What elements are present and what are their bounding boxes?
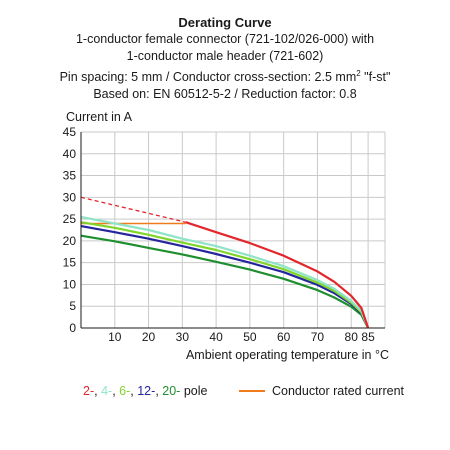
y-tick-label-30: 30 xyxy=(63,190,77,204)
subtitle-line3-prefix: Pin spacing: 5 mm / Conductor cross-sect… xyxy=(59,70,357,85)
chart-header: Derating Curve 1-conductor female connec… xyxy=(0,14,450,103)
legend-pole-text-4: 6- xyxy=(119,384,131,398)
chart-subtitle-line2: 1-conductor male header (721-602) xyxy=(126,49,324,63)
legend-pole-text-9: pole xyxy=(180,384,208,398)
y-tick-label-25: 25 xyxy=(63,212,77,226)
y-tick-label-35: 35 xyxy=(63,169,77,183)
rated-current-label: Conductor rated current xyxy=(272,384,405,398)
x-tick-label-50: 50 xyxy=(243,330,257,344)
legend-pole-text-0: 2- xyxy=(83,384,95,398)
rated-current-swatch xyxy=(239,390,265,392)
y-tick-label-40: 40 xyxy=(63,147,77,161)
chart-title: Derating Curve xyxy=(178,15,272,30)
series-2-dashed-line xyxy=(80,196,186,223)
x-tick-label-20: 20 xyxy=(142,330,156,344)
series-layer xyxy=(80,196,370,329)
x-axis-label: Ambient operating temperature in °C xyxy=(186,348,389,362)
grid-layer xyxy=(81,131,386,328)
x-tick-label-40: 40 xyxy=(209,330,223,344)
legend-pole-text-7: , xyxy=(155,384,163,398)
legend-pole-text-8: 20- xyxy=(162,384,181,398)
legend-pole-text-3: , xyxy=(112,384,120,398)
axis-layer: 0 5 10 15 20 25 30 35 40 45 10 20 30 40 50 60 70 80 85 Curr… xyxy=(63,110,389,362)
x-tick-label-85: 85 xyxy=(361,330,375,344)
x-tick-label-70: 70 xyxy=(311,330,325,344)
legend-rated-current: Conductor rated current xyxy=(239,384,404,398)
subtitle-line3-suffix: "f-st" xyxy=(360,70,391,85)
legend-pole-text-2: 4- xyxy=(101,384,113,398)
legend-poles: 2-, 4-, 6-, 12-, 20- pole xyxy=(83,384,207,398)
series-6-line xyxy=(80,221,370,329)
x-tick-label-30: 30 xyxy=(176,330,190,344)
x-tick-label-80: 80 xyxy=(345,330,359,344)
x-tick-label-60: 60 xyxy=(277,330,291,344)
chart-subtitle-line4: Based on: EN 60512-5-2 / Reduction facto… xyxy=(93,87,357,102)
chart-subtitle-line3: Pin spacing: 5 mm / Conductor cross-sect… xyxy=(0,65,450,86)
y-tick-label-10: 10 xyxy=(63,277,77,291)
y-tick-label-15: 15 xyxy=(63,256,77,270)
y-tick-label-0: 0 xyxy=(69,321,76,335)
y-tick-label-5: 5 xyxy=(69,299,76,313)
legend-pole-text-6: 12- xyxy=(137,384,156,398)
legend-pole-text-5: , xyxy=(130,384,138,398)
subtitle-line3-sup: 2 xyxy=(356,69,361,78)
x-tick-label-10: 10 xyxy=(108,330,122,344)
y-tick-label-45: 45 xyxy=(63,125,77,139)
legend-pole-text-1: , xyxy=(94,384,102,398)
series-20-line xyxy=(80,234,370,329)
y-tick-label-20: 20 xyxy=(63,234,77,248)
series-2-line xyxy=(185,221,370,329)
y-axis-label: Current in A xyxy=(66,110,133,124)
chart-subtitle-line1: 1-conductor female connector (721-102/02… xyxy=(75,32,375,46)
series-4-line xyxy=(80,215,370,329)
